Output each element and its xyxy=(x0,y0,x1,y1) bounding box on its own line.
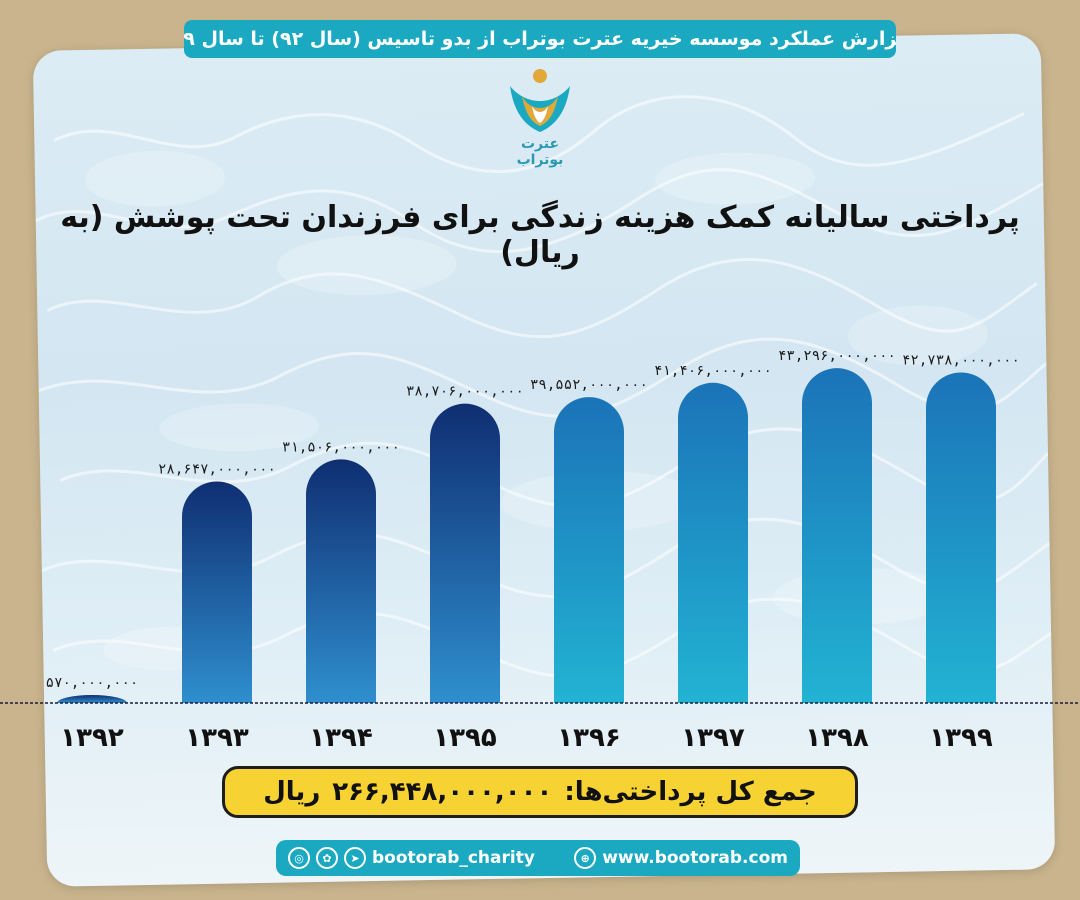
bar-0 xyxy=(57,695,127,703)
bar-5 xyxy=(678,382,748,703)
website-link[interactable]: www.bootorab.com xyxy=(602,848,788,868)
report-header-banner: گزارش عملکرد موسسه خیریه عترت بوتراب از … xyxy=(184,20,896,58)
total-value: ۲۶۶,۴۴۸,۰۰۰,۰۰۰ xyxy=(332,777,553,807)
bar-1 xyxy=(182,481,252,703)
bar-6 xyxy=(802,368,872,703)
telegram-icon[interactable]: ➤ xyxy=(344,847,366,869)
x-tick-label-7: ۱۳۹۹ xyxy=(929,723,993,753)
chart-title: پرداختی سالیانه کمک هزینه زندگی برای فرز… xyxy=(60,200,1020,270)
charity-logo xyxy=(510,69,570,132)
total-unit: ریال xyxy=(263,777,321,807)
total-payments-box: جمع کل پرداختی‌ها: ۲۶۶,۴۴۸,۰۰۰,۰۰۰ ریال xyxy=(222,766,858,818)
x-tick-label-5: ۱۳۹۷ xyxy=(681,723,745,753)
bar-7 xyxy=(926,372,996,703)
instagram-icon[interactable]: ◎ xyxy=(288,847,310,869)
x-tick-label-4: ۱۳۹۶ xyxy=(557,723,620,753)
globe-icon: ⊕ xyxy=(574,847,597,869)
footer-bar: ◎ ✿ ➤ bootorab_charity ⊕ www.bootorab.co… xyxy=(276,840,800,876)
bar-3 xyxy=(430,403,500,703)
total-label: جمع کل پرداختی‌ها: xyxy=(564,777,817,807)
aparat-icon[interactable]: ✿ xyxy=(316,847,338,869)
x-tick-label-3: ۱۳۹۵ xyxy=(433,723,497,753)
bar-4 xyxy=(554,397,624,703)
logo-caption: عترت بوتراب xyxy=(516,136,564,168)
value-label-5: ۴۱,۴۰۶,۰۰۰,۰۰۰ xyxy=(654,363,772,379)
value-label-7: ۴۲,۷۳۸,۰۰۰,۰۰۰ xyxy=(902,352,1020,368)
value-label-0: ۵۷۰,۰۰۰,۰۰۰ xyxy=(46,675,139,691)
value-label-6: ۴۳,۲۹۶,۰۰۰,۰۰۰ xyxy=(778,348,896,364)
social-group: ◎ ✿ ➤ bootorab_charity xyxy=(288,847,535,869)
x-tick-label-6: ۱۳۹۸ xyxy=(805,723,869,753)
bar-2 xyxy=(306,459,376,703)
social-handle[interactable]: bootorab_charity xyxy=(372,848,535,868)
value-label-2: ۳۱,۵۰۶,۰۰۰,۰۰۰ xyxy=(282,439,400,455)
x-tick-label-2: ۱۳۹۴ xyxy=(309,723,372,753)
value-label-1: ۲۸,۶۴۷,۰۰۰,۰۰۰ xyxy=(158,461,276,477)
x-tick-label-0: ۱۳۹۲ xyxy=(60,723,124,753)
x-tick-label-1: ۱۳۹۳ xyxy=(185,723,249,753)
value-label-4: ۳۹,۵۵۲,۰۰۰,۰۰۰ xyxy=(530,377,648,393)
website-group: ⊕ www.bootorab.com xyxy=(574,847,788,869)
value-label-3: ۳۸,۷۰۶,۰۰۰,۰۰۰ xyxy=(406,384,524,400)
